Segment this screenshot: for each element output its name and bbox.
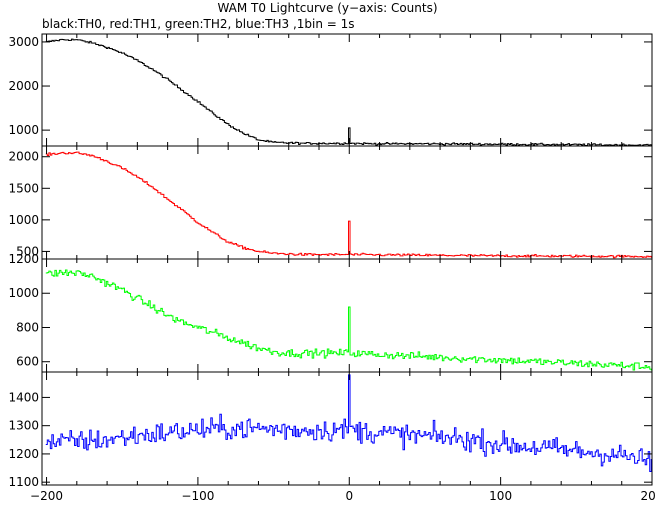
x-tick-label: 0	[345, 489, 353, 503]
y-tick-label: 2000	[8, 79, 39, 93]
y-tick-label: 1200	[8, 252, 39, 266]
y-tick-label: 1000	[8, 123, 39, 137]
x-tick-label: 100	[489, 489, 512, 503]
series-line-th2	[45, 269, 652, 371]
axes-layer: 1000200030005001000150020006008001000120…	[8, 33, 655, 503]
y-tick-label: 2000	[8, 150, 39, 164]
panel-frame	[41, 33, 653, 147]
y-tick-label: 1000	[8, 213, 39, 227]
x-tick-label: −200	[30, 489, 63, 503]
y-tick-label: 3000	[8, 35, 39, 49]
chart-title: WAM T0 Lightcurve (y−axis: Counts)	[217, 1, 438, 15]
y-tick-label: 1500	[8, 181, 39, 195]
panel-frame	[41, 371, 653, 486]
x-tick-label: −100	[181, 489, 214, 503]
panel-frame	[41, 258, 653, 373]
y-tick-label: 500	[16, 244, 39, 258]
y-tick-label: 1100	[8, 475, 39, 489]
panel-frame	[41, 145, 653, 260]
series-line-th1	[45, 151, 652, 259]
y-tick-label: 1200	[8, 447, 39, 461]
series-line-th3	[45, 374, 652, 472]
chart-subtitle: black:TH0, red:TH1, green:TH2, blue:TH3 …	[42, 17, 355, 31]
y-tick-label: 800	[16, 320, 39, 334]
y-tick-label: 600	[16, 355, 39, 369]
y-tick-label: 1300	[8, 419, 39, 433]
y-tick-label: 1400	[8, 390, 39, 404]
y-tick-label: 1000	[8, 286, 39, 300]
series-line-th0	[45, 38, 652, 146]
series-layer	[45, 38, 652, 472]
x-tick-label: 200	[641, 489, 655, 503]
